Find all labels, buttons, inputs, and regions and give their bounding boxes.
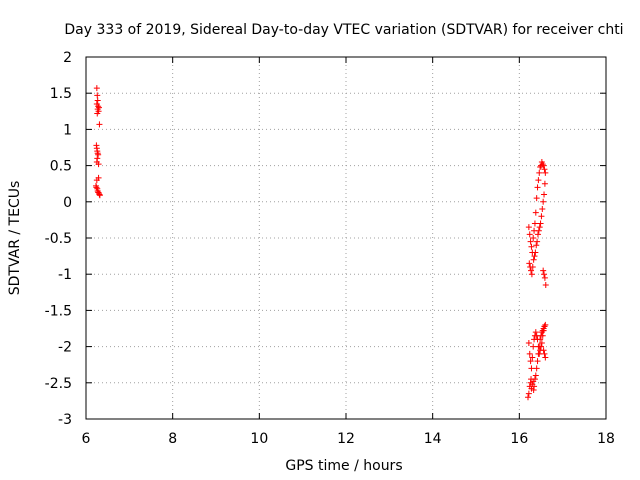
data-point: [529, 354, 536, 361]
data-point: [540, 347, 547, 354]
data-point: [529, 263, 536, 270]
x-tick-label: 14: [424, 431, 442, 447]
data-point: [93, 85, 100, 92]
data-point: [526, 260, 533, 267]
data-point: [528, 365, 535, 372]
y-tick-label: 1: [63, 122, 72, 138]
data-point: [541, 274, 548, 281]
data-point: [532, 209, 539, 216]
data-point: [530, 235, 537, 241]
data-point: [538, 329, 545, 336]
data-point: [532, 372, 539, 379]
data-point: [541, 191, 548, 198]
data-point: [96, 121, 103, 128]
data-point: [535, 227, 542, 234]
data-point: [541, 180, 548, 187]
data-point: [539, 161, 546, 168]
data-point: [542, 282, 549, 289]
data-point: [525, 224, 532, 231]
data-point: [537, 220, 544, 227]
data-point: [94, 97, 101, 104]
data-point: [534, 184, 541, 191]
y-tick-label: -3: [58, 412, 72, 428]
data-point: [532, 249, 539, 256]
data-point: [536, 343, 543, 350]
data-point: [533, 195, 540, 202]
chart-title: Day 333 of 2019, Sidereal Day-to-day VTE…: [64, 22, 623, 38]
y-tick-label: -0.5: [45, 231, 72, 247]
data-point: [542, 321, 549, 328]
data-point: [95, 108, 102, 115]
data-point: [541, 271, 548, 278]
data-point: [534, 238, 541, 245]
data-point: [538, 213, 545, 220]
data-point: [530, 343, 537, 350]
data-point: [532, 329, 539, 336]
x-tick-label: 18: [597, 431, 615, 447]
data-point: [533, 242, 540, 249]
data-point: [96, 192, 103, 199]
data-point: [526, 231, 533, 238]
data-point: [541, 350, 548, 357]
data-point: [538, 339, 545, 346]
data-point: [526, 350, 533, 357]
data-point: [525, 394, 531, 401]
data-point: [527, 238, 534, 245]
y-tick-label: 0.5: [50, 159, 72, 175]
data-point: [537, 164, 544, 171]
data-point: [528, 376, 535, 383]
data-point: [540, 267, 547, 274]
data-point: [542, 354, 549, 361]
data-point: [539, 206, 546, 213]
grid: [86, 57, 606, 419]
data-point: [534, 358, 541, 365]
data-point: [95, 174, 102, 181]
x-tick-label: 16: [510, 431, 528, 447]
y-tick-label: 1.5: [50, 86, 72, 102]
y-tick-label: -1: [58, 267, 72, 283]
data-point: [530, 256, 537, 263]
y-tick-label: -2.5: [45, 376, 72, 392]
data-point: [536, 224, 543, 231]
x-tick-label: 8: [168, 431, 177, 447]
x-axis-label: GPS time / hours: [285, 458, 402, 474]
data-point: [534, 231, 541, 238]
data-point: [540, 198, 547, 205]
data-point: [528, 271, 535, 278]
data-point: [93, 184, 100, 191]
y-axis-label: SDTVAR / TECUs: [7, 181, 23, 296]
x-tick-label: 6: [82, 431, 91, 447]
data-point: [525, 339, 532, 346]
data-point: [95, 151, 102, 158]
x-tick-label: 10: [250, 431, 268, 447]
axis-ticks: 6 8 10 12 14 16 18 2 1.5 1 0.5 0 -0.5 -1 -1.5 -2 -2.5 -3: [45, 50, 615, 447]
data-point: [536, 169, 543, 176]
data-point: [531, 253, 538, 260]
data-point: [538, 332, 544, 339]
data-point: [533, 365, 540, 372]
data-point: [531, 220, 538, 227]
data-point: [542, 169, 549, 176]
data-point: [537, 336, 544, 343]
data-point: [527, 358, 534, 365]
y-tick-label: -2: [58, 340, 72, 356]
data-point: [528, 243, 535, 250]
data-point: [541, 323, 548, 330]
data-point: [541, 166, 548, 173]
y-tick-label: -1.5: [45, 303, 72, 319]
data-point: [95, 161, 102, 168]
data-point: [530, 387, 537, 394]
x-tick-label: 12: [337, 431, 355, 447]
data-point: [535, 177, 542, 184]
data-point: [94, 92, 101, 99]
data-points: [92, 85, 549, 401]
y-tick-label: 0: [63, 195, 72, 211]
data-point: [535, 350, 542, 357]
data-point: [540, 162, 547, 169]
data-point: [528, 267, 535, 274]
y-tick-label: 2: [63, 50, 72, 66]
data-point: [525, 390, 532, 397]
